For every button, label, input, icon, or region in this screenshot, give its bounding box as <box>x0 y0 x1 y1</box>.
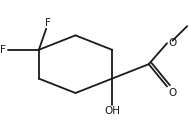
Text: F: F <box>45 18 51 28</box>
Text: O: O <box>169 88 177 98</box>
Text: OH: OH <box>104 106 120 116</box>
Text: O: O <box>169 38 177 48</box>
Text: F: F <box>0 45 6 55</box>
